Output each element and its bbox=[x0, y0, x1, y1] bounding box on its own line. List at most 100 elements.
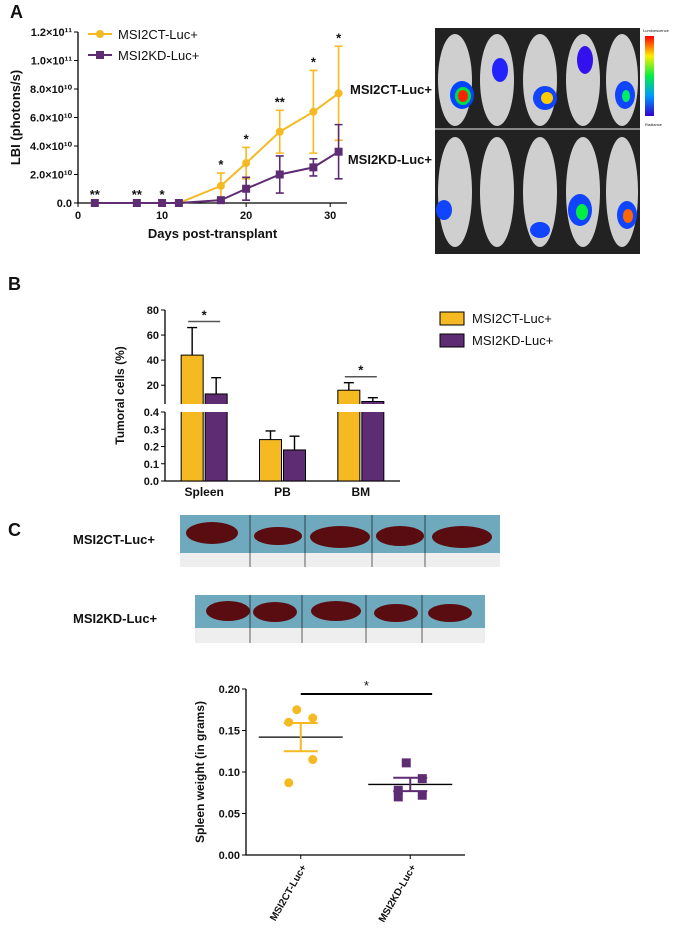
y-tick-label: 6.0×10¹⁰ bbox=[30, 113, 73, 125]
imaging-label: MSI2KD-Luc+ bbox=[348, 152, 433, 167]
x-axis-label: Days post-transplant bbox=[148, 226, 278, 241]
legend-marker bbox=[96, 51, 104, 59]
data-point bbox=[216, 196, 225, 205]
data-point bbox=[308, 755, 318, 765]
error-bar bbox=[367, 397, 378, 402]
y-tick-label: 0.00 bbox=[219, 850, 240, 862]
data-point bbox=[158, 199, 167, 207]
significance: * bbox=[218, 157, 224, 172]
y-tick-label: 1.0×10¹¹ bbox=[31, 56, 73, 68]
y-axis-label: Tumoral cells (%) bbox=[113, 346, 127, 444]
bar bbox=[259, 439, 282, 482]
error-bar bbox=[289, 435, 300, 450]
scale-unit: Radiance bbox=[645, 122, 663, 127]
data-point bbox=[242, 159, 251, 168]
data-point bbox=[242, 184, 251, 193]
data-point bbox=[275, 127, 284, 136]
x-tick-label: BM bbox=[351, 485, 370, 499]
bar-upper bbox=[337, 389, 361, 404]
significance: * bbox=[244, 131, 250, 146]
data-point bbox=[401, 758, 411, 768]
bar bbox=[337, 412, 361, 482]
x-tick-label: 0 bbox=[75, 210, 81, 222]
significance: * bbox=[202, 308, 208, 323]
data-point bbox=[284, 778, 294, 788]
y-tick-label: 1.2×10¹¹ bbox=[31, 27, 73, 39]
y-tick-label: 2.0×10¹⁰ bbox=[30, 170, 73, 182]
y-tick-label: 0.10 bbox=[219, 767, 240, 779]
data-point bbox=[292, 705, 302, 715]
y-tick-label: 8.0×10¹⁰ bbox=[30, 84, 73, 96]
data-point bbox=[309, 107, 318, 116]
y-tick-label: 0.2 bbox=[144, 442, 159, 454]
significance: ** bbox=[132, 187, 143, 202]
y-axis-label: LBI (photons/s) bbox=[8, 70, 23, 165]
spleen-label: MSI2CT-Luc+ bbox=[73, 532, 155, 547]
legend-label: MSI2KD-Luc+ bbox=[472, 333, 553, 348]
error-bar bbox=[211, 376, 222, 394]
error-bar bbox=[187, 326, 198, 356]
data-point bbox=[334, 147, 343, 156]
y-axis-label: Spleen weight (in grams) bbox=[193, 701, 207, 843]
x-tick-label: MSI2CT-Luc+ bbox=[268, 863, 309, 923]
spleen-label: MSI2KD-Luc+ bbox=[73, 611, 158, 626]
y-tick-label: 60 bbox=[147, 330, 159, 342]
y-tick-label: 4.0×10¹⁰ bbox=[30, 141, 73, 153]
legend-label: MSI2KD-Luc+ bbox=[118, 48, 199, 63]
panel-label: B bbox=[8, 274, 21, 294]
data-point bbox=[90, 199, 99, 207]
y-tick-label: 0.3 bbox=[144, 424, 159, 436]
significance: * bbox=[358, 363, 364, 378]
signal bbox=[436, 46, 637, 238]
significance: * bbox=[311, 54, 317, 69]
panel-label: C bbox=[8, 520, 21, 540]
y-tick-label: 80 bbox=[147, 305, 159, 317]
significance: * bbox=[336, 30, 342, 45]
data-point bbox=[308, 713, 318, 723]
error-bar bbox=[283, 722, 318, 753]
error-bar bbox=[343, 381, 354, 391]
significance: ** bbox=[275, 94, 286, 109]
bar bbox=[361, 412, 385, 482]
data-point bbox=[216, 181, 225, 190]
data-point bbox=[275, 170, 284, 179]
axes bbox=[245, 689, 465, 856]
y-tick-label: 0.0 bbox=[144, 476, 159, 488]
bar bbox=[283, 449, 306, 482]
bar-upper bbox=[180, 354, 204, 404]
imaging-photo bbox=[435, 28, 640, 254]
mice bbox=[438, 34, 638, 247]
spleen-photo bbox=[180, 515, 500, 643]
imaging-label: MSI2CT-Luc+ bbox=[350, 82, 432, 97]
data-point bbox=[417, 790, 427, 800]
bar-upper bbox=[204, 393, 228, 404]
y-tick-label: 40 bbox=[147, 355, 159, 367]
legend-marker bbox=[96, 30, 104, 38]
data-point bbox=[309, 163, 318, 172]
data-point bbox=[174, 199, 183, 207]
x-tick-label: Spleen bbox=[184, 485, 223, 499]
color-scale bbox=[645, 36, 654, 116]
error-bar bbox=[393, 776, 428, 793]
bar bbox=[180, 412, 204, 482]
panel-label: A bbox=[10, 2, 23, 22]
bar-upper bbox=[284, 410, 306, 412]
bar bbox=[204, 412, 228, 482]
legend-swatch bbox=[439, 333, 465, 348]
y-tick-label: 20 bbox=[147, 380, 159, 392]
y-tick-label: 0.0 bbox=[57, 198, 72, 210]
legend-swatch bbox=[439, 311, 465, 326]
data-point bbox=[393, 792, 403, 802]
bar-upper bbox=[260, 410, 282, 412]
scale-title: Luminescence bbox=[643, 28, 670, 33]
y-tick-label: 0.4 bbox=[144, 407, 160, 419]
significance: ** bbox=[90, 187, 101, 202]
x-tick-label: PB bbox=[274, 485, 291, 499]
x-tick-label: MSI2KD-Luc+ bbox=[377, 863, 419, 925]
x-tick-label: 10 bbox=[156, 210, 168, 222]
legend-label: MSI2CT-Luc+ bbox=[118, 27, 198, 42]
data-point bbox=[334, 89, 343, 98]
significance: * bbox=[364, 678, 369, 693]
error-bar bbox=[265, 430, 276, 440]
